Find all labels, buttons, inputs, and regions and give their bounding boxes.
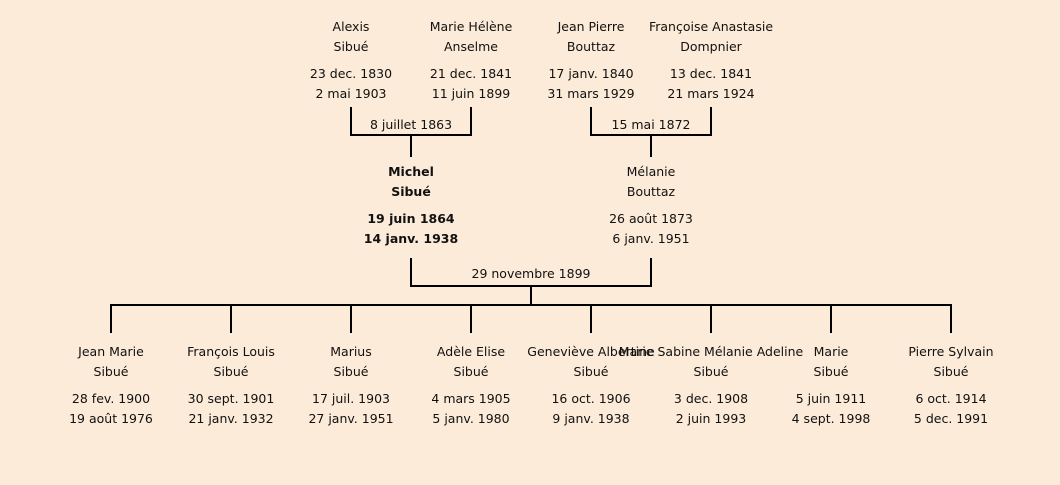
death-date: 5 dec. 1991 <box>913 411 989 426</box>
connector-children <box>110 304 952 333</box>
first-name: Mélanie <box>626 164 676 179</box>
birth-date: 19 juin 1864 <box>367 211 455 226</box>
last-name: Sibué <box>213 364 249 379</box>
birth-date: 16 oct. 1906 <box>551 391 631 406</box>
last-name: Sibué <box>333 364 369 379</box>
first-name: Françoise Anastasie <box>648 19 774 34</box>
birth-date: 23 dec. 1830 <box>309 66 393 81</box>
last-name: Dompnier <box>680 39 742 54</box>
death-date: 27 janv. 1951 <box>308 411 394 426</box>
first-name: Michel <box>388 164 434 179</box>
birth-date: 26 août 1873 <box>609 211 693 226</box>
birth-date: 13 dec. 1841 <box>669 66 753 81</box>
first-name: Jean Pierre <box>557 19 625 34</box>
first-name: Geneviève Albertine <box>527 344 655 359</box>
first-name: Marie Hélène <box>429 19 513 34</box>
last-name: Sibué <box>391 184 431 199</box>
marriage-date-parents: 29 novembre 1899 <box>471 266 591 281</box>
first-name: Marie <box>813 344 849 359</box>
last-name: Sibué <box>93 364 129 379</box>
connector-paternal-couple <box>350 107 472 157</box>
death-date: 19 août 1976 <box>69 411 153 426</box>
death-date: 5 janv. 1980 <box>432 411 510 426</box>
last-name: Sibué <box>453 364 489 379</box>
birth-date: 6 oct. 1914 <box>915 391 987 406</box>
first-name: Marie Sabine Mélanie Adeline <box>618 344 804 359</box>
first-name: Pierre Sylvain <box>908 344 994 359</box>
death-date: 9 janv. 1938 <box>552 411 630 426</box>
death-date: 2 mai 1903 <box>315 86 387 101</box>
first-name: Jean Marie <box>78 344 144 359</box>
connector-maternal-couple <box>590 107 712 157</box>
birth-date: 21 dec. 1841 <box>429 66 513 81</box>
last-name: Sibué <box>693 364 729 379</box>
first-name: François Louis <box>187 344 275 359</box>
last-name: Sibué <box>333 39 369 54</box>
last-name: Sibué <box>933 364 969 379</box>
death-date: 21 janv. 1932 <box>188 411 274 426</box>
first-name: Adèle Elise <box>436 344 506 359</box>
birth-date: 17 janv. 1840 <box>548 66 634 81</box>
last-name: Sibué <box>573 364 609 379</box>
death-date: 4 sept. 1998 <box>791 411 871 426</box>
birth-date: 3 dec. 1908 <box>673 391 749 406</box>
last-name: Sibué <box>813 364 849 379</box>
birth-date: 4 mars 1905 <box>431 391 511 406</box>
birth-date: 28 fev. 1900 <box>71 391 151 406</box>
birth-date: 30 sept. 1901 <box>187 391 275 406</box>
death-date: 11 juin 1899 <box>431 86 511 101</box>
last-name: Bouttaz <box>626 184 676 199</box>
connector-parents <box>410 258 652 305</box>
first-name: Alexis <box>332 19 370 34</box>
death-date: 14 janv. 1938 <box>363 231 459 246</box>
last-name: Anselme <box>443 39 499 54</box>
death-date: 31 mars 1929 <box>547 86 635 101</box>
death-date: 2 juin 1993 <box>675 411 747 426</box>
last-name: Bouttaz <box>566 39 616 54</box>
marriage-date-maternal: 15 mai 1872 <box>611 117 691 132</box>
first-name: Marius <box>330 344 372 359</box>
birth-date: 17 juil. 1903 <box>312 391 390 406</box>
death-date: 21 mars 1924 <box>667 86 755 101</box>
birth-date: 5 juin 1911 <box>795 391 867 406</box>
death-date: 6 janv. 1951 <box>612 231 690 246</box>
marriage-date-paternal: 8 juillet 1863 <box>369 117 453 132</box>
